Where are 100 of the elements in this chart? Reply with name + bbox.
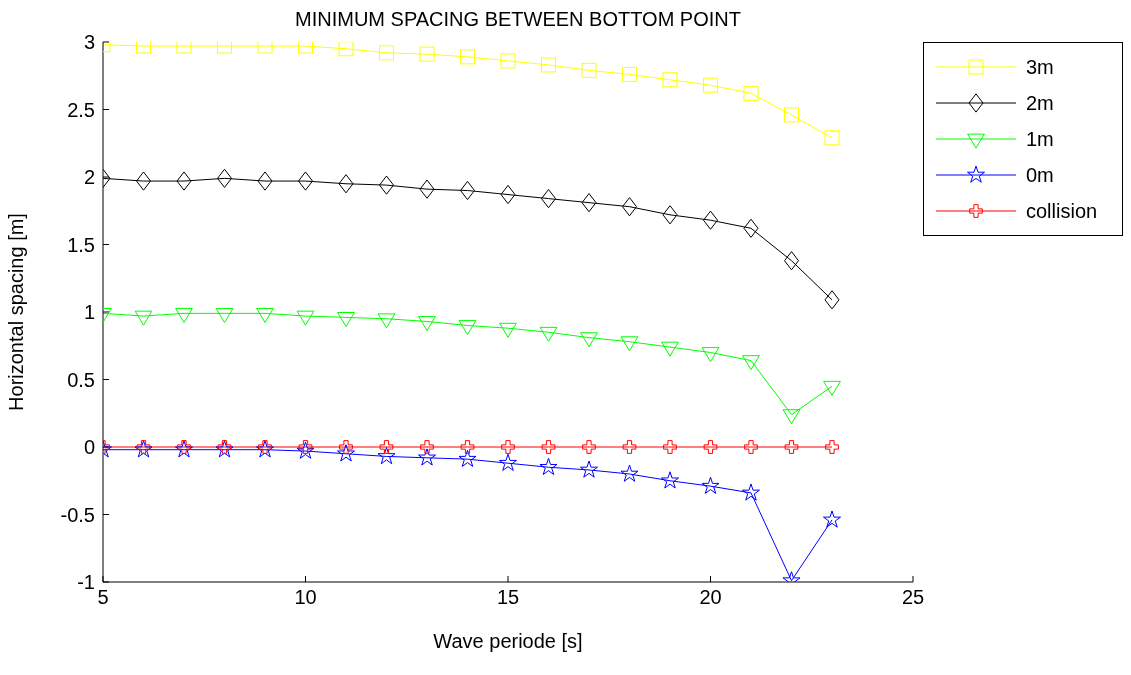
- point: [337, 312, 355, 327]
- y-tick-label: 2: [83, 166, 95, 189]
- point: [824, 290, 840, 310]
- point: [541, 440, 556, 454]
- point: [825, 440, 839, 454]
- point: [581, 62, 597, 78]
- point: [296, 441, 315, 459]
- point: [662, 72, 678, 88]
- point: [581, 193, 597, 213]
- point: [257, 171, 273, 191]
- point: [379, 45, 394, 61]
- point: [784, 251, 799, 271]
- legend-label: 3m: [1026, 55, 1054, 79]
- point: [622, 440, 637, 454]
- point: [338, 42, 354, 57]
- x-tick-label: 10: [294, 586, 317, 609]
- x-tick-label: 20: [699, 586, 722, 609]
- point: [177, 440, 191, 454]
- point: [499, 322, 517, 338]
- point: [498, 453, 518, 471]
- point: [744, 440, 758, 454]
- legend-label: 1m: [1026, 127, 1054, 151]
- point: [823, 380, 841, 396]
- point: [460, 180, 475, 201]
- x-tick-label: 5: [97, 586, 109, 609]
- point: [622, 66, 637, 82]
- point: [136, 440, 151, 454]
- point: [703, 77, 718, 93]
- point: [339, 440, 353, 454]
- point: [217, 168, 232, 188]
- point: [743, 85, 759, 101]
- point: [176, 171, 192, 191]
- point: [662, 205, 678, 225]
- point: [338, 174, 354, 194]
- y-tick-label: 1: [83, 301, 95, 324]
- point: [458, 449, 477, 467]
- point: [663, 440, 677, 454]
- point: [336, 444, 356, 462]
- chart-title: MINIMUM SPACING BETWEEN BOTTOM POINT: [294, 8, 742, 32]
- legend-label: collision: [1026, 199, 1098, 223]
- point: [500, 53, 516, 69]
- point: [298, 440, 313, 454]
- point: [420, 440, 434, 454]
- point: [296, 310, 315, 326]
- point: [134, 440, 153, 458]
- x-axis-title: Wave periode [s]: [433, 630, 583, 652]
- point: [539, 326, 558, 342]
- point: [258, 440, 272, 454]
- y-tick-label: 0: [83, 436, 95, 459]
- point: [215, 440, 234, 458]
- point: [582, 440, 596, 454]
- point: [419, 46, 435, 62]
- point: [620, 464, 639, 482]
- y-axis-title: Horizontal spacing [m]: [5, 213, 28, 411]
- point: [661, 341, 679, 357]
- point: [298, 171, 313, 191]
- point: [824, 130, 840, 146]
- point: [419, 179, 435, 199]
- point: [136, 171, 151, 191]
- point: [377, 447, 396, 465]
- y-tick-label: -1: [77, 571, 95, 594]
- point: [541, 57, 556, 73]
- point: [541, 189, 556, 209]
- point: [703, 440, 718, 454]
- point: [622, 197, 637, 217]
- y-tick-label: 2.5: [67, 98, 95, 121]
- point: [743, 218, 759, 238]
- point: [500, 184, 516, 205]
- point: [256, 307, 274, 323]
- point: [579, 460, 599, 478]
- point: [703, 210, 718, 230]
- x-tick-label: 15: [496, 586, 520, 609]
- point: [701, 476, 720, 494]
- point: [217, 440, 232, 454]
- legend-label: 0m: [1026, 163, 1054, 187]
- point: [379, 175, 394, 195]
- point: [501, 440, 515, 454]
- point: [741, 483, 761, 501]
- point: [174, 440, 194, 458]
- x-tick-label: 25: [901, 586, 925, 609]
- point: [134, 310, 153, 326]
- point: [255, 440, 275, 458]
- legend-label: 2m: [1026, 91, 1054, 115]
- y-tick-label: -0.5: [60, 503, 95, 526]
- point: [660, 471, 680, 489]
- point: [176, 42, 192, 54]
- point: [784, 440, 799, 454]
- point: [298, 42, 313, 54]
- point: [215, 307, 234, 323]
- point: [257, 42, 273, 54]
- point: [822, 510, 842, 528]
- point: [217, 42, 232, 54]
- y-tick-label: 1.5: [67, 233, 95, 256]
- point: [460, 440, 475, 454]
- point: [460, 49, 475, 65]
- point: [539, 457, 558, 475]
- y-tick-label: 3: [83, 31, 95, 54]
- point: [379, 440, 394, 454]
- point: [175, 307, 193, 323]
- point: [417, 448, 437, 466]
